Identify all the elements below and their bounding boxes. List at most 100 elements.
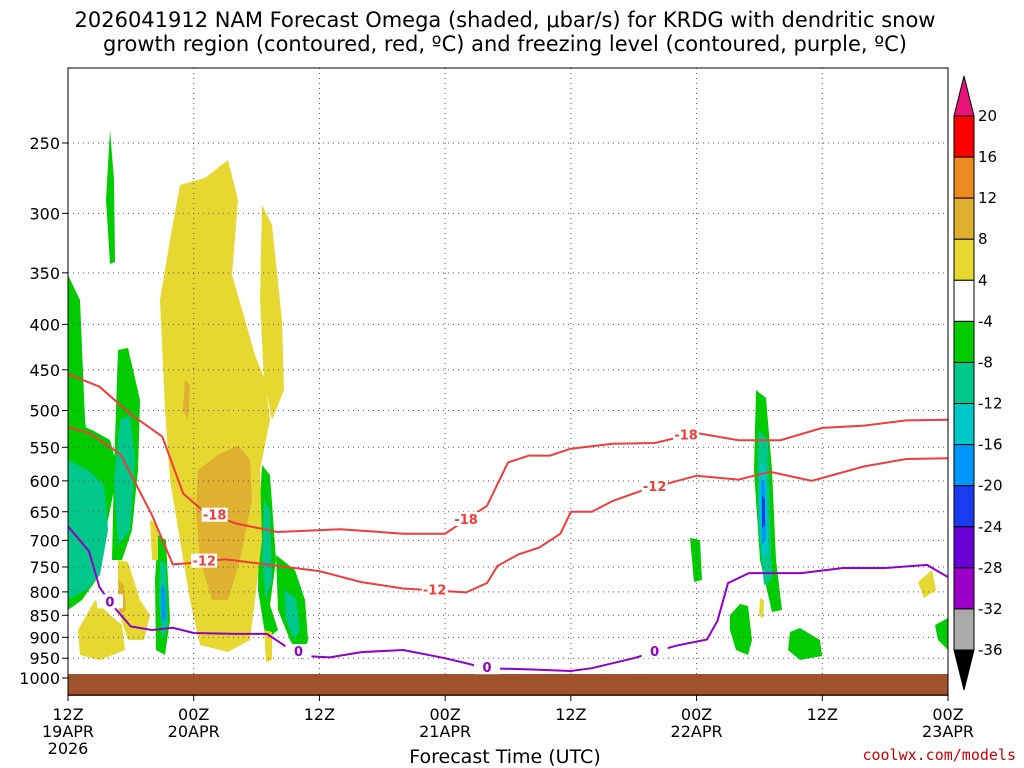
x-tick-date: 22APR xyxy=(671,722,723,741)
y-tick-label: 1000 xyxy=(19,669,60,688)
contour-line xyxy=(68,525,948,673)
contour-label: 0 xyxy=(294,645,303,660)
contour-label-bg xyxy=(421,582,448,597)
colorbar-label: -32 xyxy=(978,600,1003,618)
contour-label-bg xyxy=(285,644,312,659)
colorbar-bottom-triangle xyxy=(953,649,975,691)
colorbar-swatch xyxy=(953,279,975,322)
y-tick-label: 850 xyxy=(29,606,60,625)
x-tick-label: 00Z xyxy=(429,705,460,724)
omega-area xyxy=(68,460,108,600)
chart-title: 2026041912 NAM Forecast Omega (shaded, μ… xyxy=(0,8,1010,56)
x-tick-label: 00Z xyxy=(178,705,209,724)
y-tick-label: 350 xyxy=(29,264,60,283)
x-axis-title: Forecast Time (UTC) xyxy=(409,746,601,768)
contours xyxy=(68,373,948,673)
y-tick-label: 500 xyxy=(29,402,60,421)
colorbar-label: -16 xyxy=(978,436,1003,454)
title-line-1: 2026041912 NAM Forecast Omega (shaded, μ… xyxy=(74,8,936,32)
x-tick-date: 23APR xyxy=(922,722,974,741)
omega-area xyxy=(161,585,166,622)
contour-line xyxy=(68,373,948,535)
plot-frame xyxy=(67,67,949,696)
contour-label-bg xyxy=(201,507,228,522)
colorbar-label: -4 xyxy=(978,312,993,330)
x-tick-date: 20APR xyxy=(168,722,220,741)
colorbar-swatch xyxy=(953,361,975,405)
title-line-2: growth region (contoured, red, ºC) and f… xyxy=(103,32,907,56)
x-tick-label: 00Z xyxy=(932,705,963,724)
y-tick-label: 550 xyxy=(29,438,60,457)
ground-strip xyxy=(68,674,948,696)
colorbar-label: -28 xyxy=(978,559,1003,577)
y-tick-label: 950 xyxy=(29,649,60,668)
omega-area xyxy=(788,628,822,660)
colorbar-swatch xyxy=(953,156,975,199)
omega-area xyxy=(106,130,115,264)
y-axis: 250 300 350 400 450 500 550 600 650 700 750 800 850 9… xyxy=(19,134,68,688)
y-tick-label: 650 xyxy=(29,503,60,522)
colorbar-label: -8 xyxy=(978,353,993,371)
contour-line xyxy=(68,426,948,594)
grid-lines xyxy=(68,68,948,695)
colorbar-label: -20 xyxy=(978,477,1003,495)
colorbar-label: 16 xyxy=(978,148,997,166)
y-tick-label: 900 xyxy=(29,628,60,647)
x-tick-label: 00Z xyxy=(681,705,712,724)
colorbar-swatch xyxy=(953,238,975,281)
contour-label: 0 xyxy=(483,661,492,676)
x-tick-date: 21APR xyxy=(419,722,471,741)
y-tick-label: 800 xyxy=(29,583,60,602)
contour-label-bg xyxy=(641,478,668,493)
colorbar-label: 20 xyxy=(978,107,997,125)
colorbar-swatch xyxy=(953,320,975,363)
contour-label: -18 xyxy=(454,513,478,528)
colorbar: 20 16 12 8 4 -4 -8 -12 -16 -20 -24 -28 -32 -36 xyxy=(953,75,1003,691)
colorbar-label: -36 xyxy=(978,641,1003,659)
colorbar-label: 4 xyxy=(978,271,988,289)
omega-area xyxy=(759,598,764,618)
contour-label: -18 xyxy=(203,509,227,524)
omega-area xyxy=(114,415,135,545)
omega-area xyxy=(264,630,272,662)
contour-label: -12 xyxy=(423,583,447,598)
contour-label: -12 xyxy=(643,480,667,495)
contour-label: -12 xyxy=(192,555,216,570)
contour-label-bg xyxy=(673,427,700,442)
omega-area xyxy=(260,205,284,420)
y-tick-label: 700 xyxy=(29,531,60,550)
y-tick-label: 400 xyxy=(29,315,60,334)
contour-label-bg xyxy=(474,660,501,675)
omega-area xyxy=(918,570,936,598)
y-tick-label: 600 xyxy=(29,472,60,491)
colorbar-top-triangle xyxy=(953,75,975,117)
contour-label-bg xyxy=(96,594,123,609)
x-tick-label: 12Z xyxy=(555,705,586,724)
omega-shading xyxy=(68,130,948,662)
y-tick-label: 450 xyxy=(29,361,60,380)
omega-area xyxy=(690,538,702,582)
colorbar-swatch xyxy=(953,567,975,610)
contour-label: 0 xyxy=(105,595,114,610)
x-tick-label: 12Z xyxy=(52,705,83,724)
colorbar-swatch xyxy=(953,444,975,487)
colorbar-label: -12 xyxy=(978,395,1003,413)
colorbar-label: 12 xyxy=(978,189,997,207)
contour-labels: -18 -18 -18 -12 -12 -12 0 0 0 0 xyxy=(96,427,700,676)
omega-area xyxy=(284,590,300,640)
contour-label-bg xyxy=(641,644,668,659)
colorbar-swatch xyxy=(953,526,975,569)
colorbar-swatch xyxy=(953,403,975,446)
x-tick-year: 2026 xyxy=(48,739,89,758)
contour-label-bg xyxy=(191,553,218,568)
colorbar-swatch xyxy=(953,197,975,240)
omega-area xyxy=(730,604,752,655)
omega-area xyxy=(262,500,272,600)
colorbar-label: 8 xyxy=(978,230,988,248)
x-tick-label: 12Z xyxy=(807,705,838,724)
colorbar-swatch xyxy=(953,115,975,158)
x-tick-label: 12Z xyxy=(304,705,335,724)
contour-label-bg xyxy=(453,511,480,526)
